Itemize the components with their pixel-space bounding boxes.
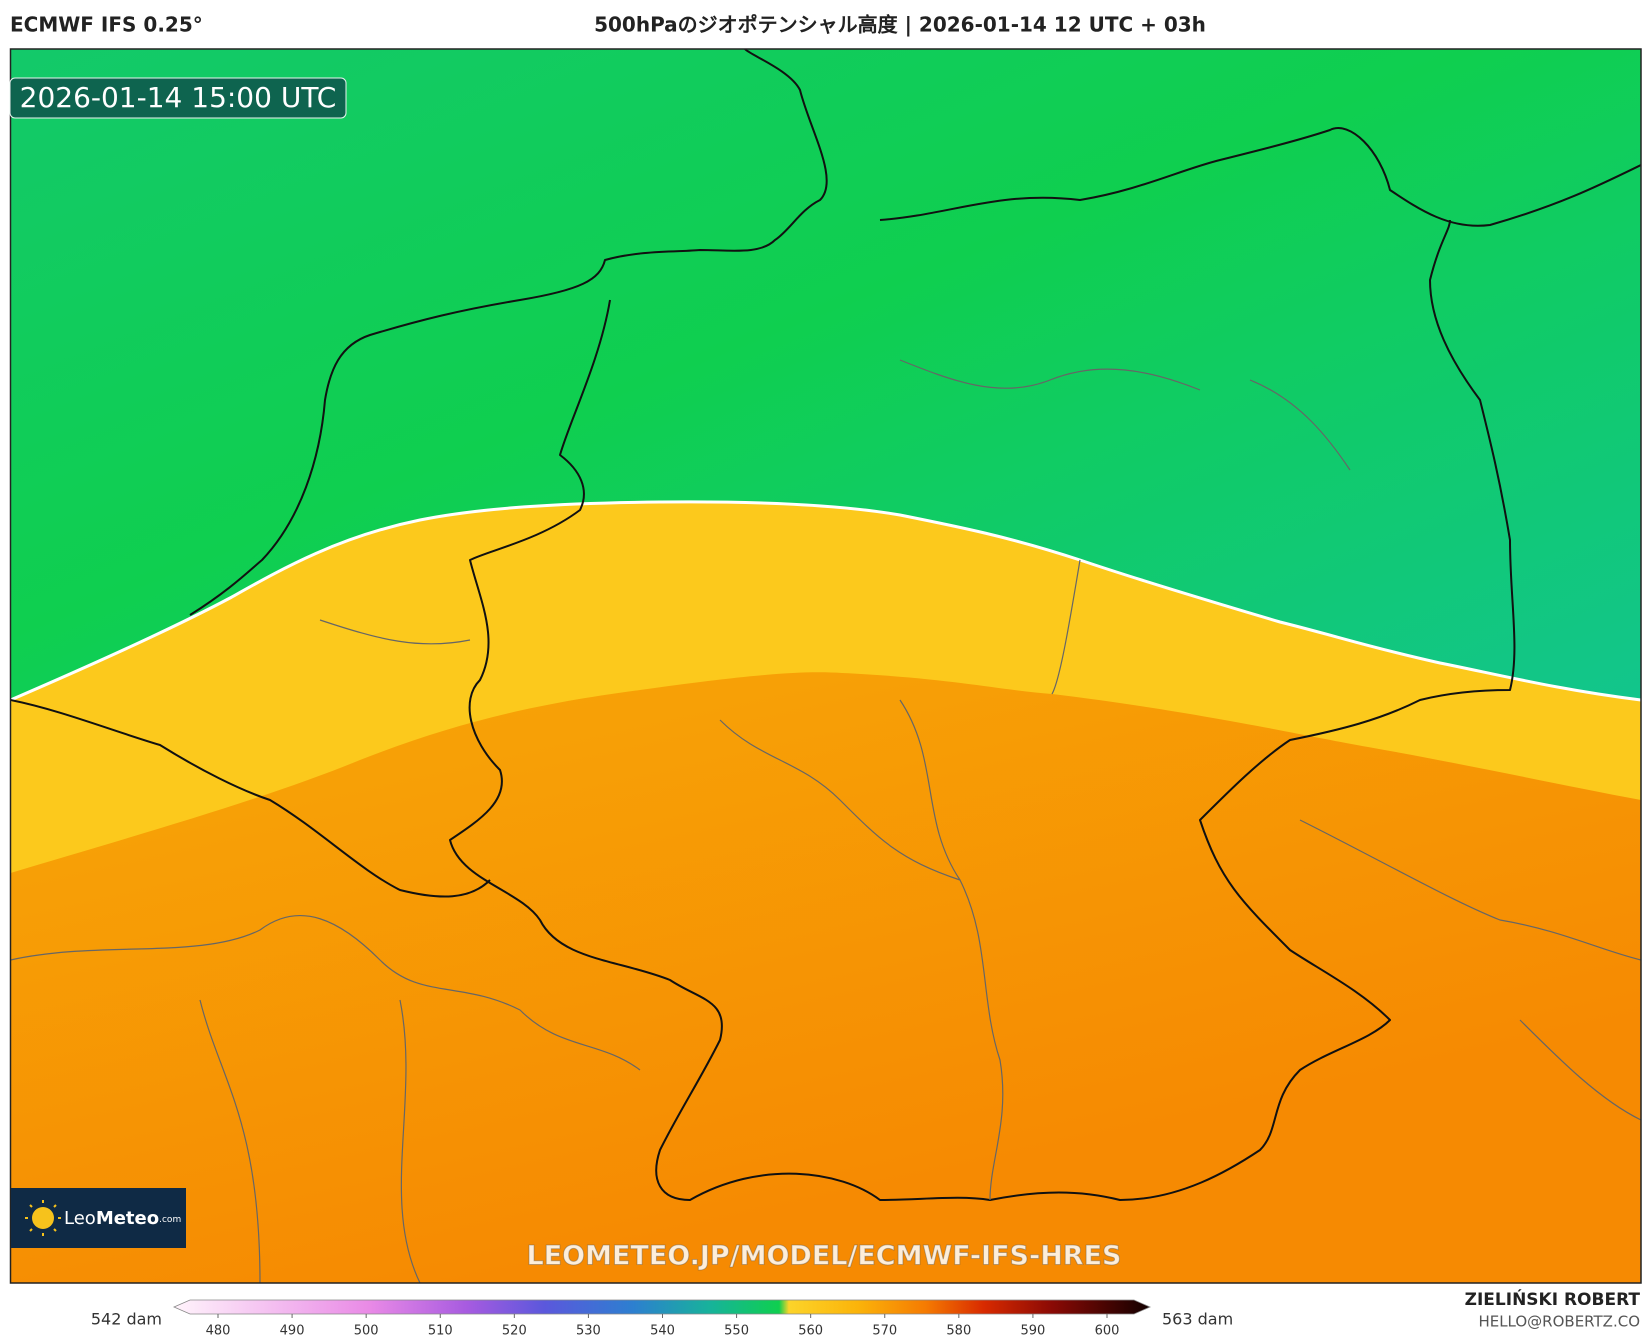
contour-line [10,500,1641,702]
colorbar-tick-label: 530 [576,1324,601,1338]
colorbar-tick-label: 590 [1021,1324,1046,1338]
coastline [189,49,828,616]
colorbar-ticks: 480 490 500 510 520 530 540 550 560 570 580 590 600 [206,1314,1120,1338]
colorbar-tick-label: 500 [354,1324,379,1338]
national-border [10,699,491,898]
map-title: 500hPaのジオポテンシャル高度 | 2026-01-14 12 UTC + … [594,13,1206,37]
colorbar-tick-label: 510 [428,1324,453,1338]
logo-text: LeoMeteo.com [64,1208,181,1229]
logo-rays [25,1200,61,1236]
regional-borders [10,359,1641,1283]
colorbar-tick-label: 600 [1095,1324,1120,1338]
logo-sun [32,1207,54,1229]
colorbar-tick-label: 540 [650,1324,675,1338]
watermark: LEOMETEO.JP/MODEL/ECMWF-IFS-HRES [527,1241,1122,1272]
colorbar-tick-label: 550 [724,1324,749,1338]
logo-name: Leo [64,1208,96,1229]
field-green [10,49,1641,700]
colorbar-tick-label: 490 [280,1324,305,1338]
coastline [879,127,1641,227]
colorbar-tick-label: 520 [502,1324,527,1338]
colorbar-tick-label: 570 [872,1324,897,1338]
model-name: ECMWF IFS 0.25° [10,13,203,37]
colorbar-max: 563 dam [1162,1310,1233,1329]
logo-name-bold: Meteo [96,1208,159,1229]
map [10,49,1641,1283]
valid-time-box [9,77,347,119]
logo-suffix: .com [159,1215,181,1225]
colorbar [173,1299,1151,1315]
colorbar-tick-label: 480 [206,1324,231,1338]
valid-time: 2026-01-14 15:00 UTC [20,81,337,114]
colorbar-tick-label: 560 [798,1324,823,1338]
email: HELLO@ROBERTZ.CO [1478,1313,1640,1331]
colorbar-tick-label: 580 [946,1324,971,1338]
author: ZIELIŃSKI ROBERT [1465,1288,1641,1310]
map-frame [9,48,1642,1284]
colorbar-min: 542 dam [91,1310,162,1329]
